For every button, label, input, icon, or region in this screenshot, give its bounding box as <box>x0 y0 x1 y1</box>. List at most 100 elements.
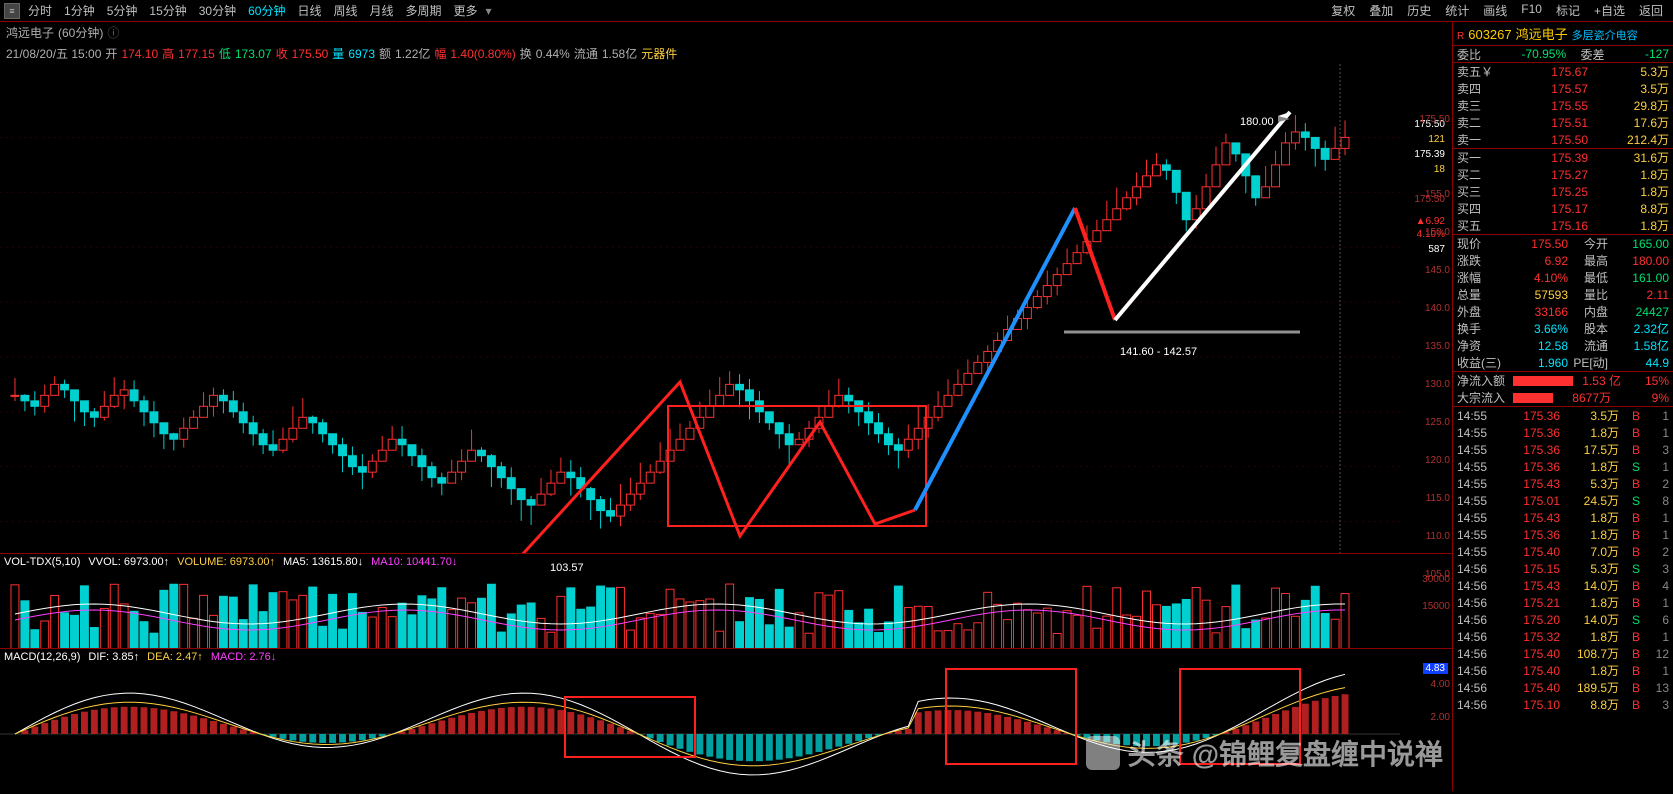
timeframe-分时[interactable]: 分时 <box>22 2 58 20</box>
order-label: 卖五￥ <box>1457 63 1507 80</box>
toolbar-统计[interactable]: 统计 <box>1439 0 1475 21</box>
toolbar-画线[interactable]: 画线 <box>1477 0 1513 21</box>
timeframe-60分钟[interactable]: 60分钟 <box>242 2 291 20</box>
order-price: 175.25 <box>1528 185 1588 199</box>
stat-val: 24427 <box>1608 305 1669 319</box>
stat-row: 外盘 33166 内盘 24427 <box>1453 303 1673 320</box>
toolbar-F10[interactable]: F10 <box>1515 0 1548 21</box>
vol-ytick: 30000 <box>1422 574 1450 589</box>
order-row: 卖二 175.51 17.6万 <box>1453 114 1673 131</box>
stat-val: 2.11 <box>1608 288 1669 302</box>
flow-bar <box>1513 376 1573 386</box>
toolbar-+自选[interactable]: +自选 <box>1588 0 1631 21</box>
tick-row: 14:55 175.36 1.8万 B 1 <box>1453 526 1673 543</box>
tick-vol: 5.3万 <box>1569 560 1619 577</box>
price-ytick: 115.0 <box>1419 493 1450 508</box>
tick-time: 14:55 <box>1457 545 1499 559</box>
close-val: 175.50 <box>292 47 329 61</box>
tick-dir: B <box>1628 579 1644 593</box>
tick-dir: S <box>1628 613 1644 627</box>
tick-price: 175.20 <box>1508 613 1560 627</box>
flow-pct: 9% <box>1611 391 1669 405</box>
dropdown-icon[interactable]: ▾ <box>486 4 492 18</box>
tick-count: 1 <box>1653 596 1669 610</box>
tick-price: 175.43 <box>1508 477 1560 491</box>
stat-label: 涨幅 <box>1457 269 1507 286</box>
tick-time: 14:56 <box>1457 681 1499 695</box>
order-price: 175.39 <box>1528 151 1588 165</box>
order-price: 175.17 <box>1528 202 1588 216</box>
timeframe-周线[interactable]: 周线 <box>327 2 363 20</box>
tick-vol: 1.8万 <box>1569 628 1619 645</box>
volume-chart[interactable]: VOL-TDX(5,10) VVOL: 6973.00↑ VOLUME: 697… <box>0 554 1452 649</box>
sector-tag: 元器件 <box>641 45 677 62</box>
weibi-val: -70.95% <box>1521 47 1566 61</box>
stock-code: 603267 <box>1468 27 1511 42</box>
toolbar-叠加[interactable]: 叠加 <box>1363 0 1399 21</box>
order-row: 卖三 175.55 29.8万 <box>1453 97 1673 114</box>
tick-dir: B <box>1628 664 1644 678</box>
toolbar-标记[interactable]: 标记 <box>1550 0 1586 21</box>
macd-ytick: 4.00 <box>1431 679 1450 694</box>
tick-dir: B <box>1628 596 1644 610</box>
stat-label: 股本 <box>1568 320 1608 337</box>
open-label: 开 <box>105 45 117 62</box>
stat-val: 44.9 <box>1608 356 1669 370</box>
annotation-range: 141.60 - 142.57 <box>1120 346 1197 358</box>
low-val: 173.07 <box>235 47 272 61</box>
code-prefix: R <box>1457 31 1464 42</box>
ohlc-line: 21/08/20/五 15:00 开174.10 高177.15 低173.07… <box>0 43 1452 64</box>
tick-vol: 108.7万 <box>1569 645 1619 662</box>
period-label: (60分钟) <box>58 24 103 41</box>
stat-row: 涨幅 4.10% 最低 161.00 <box>1453 269 1673 286</box>
order-price: 175.57 <box>1528 82 1588 96</box>
order-row: 买三 175.25 1.8万 <box>1453 183 1673 200</box>
chart-area: 鸿远电子 (60分钟) ⓘ 21/08/20/五 15:00 开174.10 高… <box>0 22 1453 791</box>
price-ytick: 140.0 <box>1419 303 1450 318</box>
price-ytick: 175.50 <box>1419 114 1450 129</box>
turn-label: 换 <box>520 45 532 62</box>
stat-label: 收益(三) <box>1457 354 1507 371</box>
timeframe-日线[interactable]: 日线 <box>291 2 327 20</box>
order-price: 175.16 <box>1528 219 1588 233</box>
timeframe-更多[interactable]: 更多 <box>448 2 484 20</box>
order-vol: 8.8万 <box>1609 200 1669 217</box>
timeframe-月线[interactable]: 月线 <box>364 2 400 20</box>
info-icon[interactable]: ⓘ <box>107 24 119 41</box>
stat-val: 1.58亿 <box>1608 337 1669 354</box>
tick-row: 14:56 175.21 1.8万 B 1 <box>1453 594 1673 611</box>
timeframe-30分钟[interactable]: 30分钟 <box>193 2 242 20</box>
tick-price: 175.40 <box>1508 681 1560 695</box>
timeframe-1分钟[interactable]: 1分钟 <box>58 2 101 20</box>
tick-dir: B <box>1628 647 1644 661</box>
toolbar-历史[interactable]: 历史 <box>1401 0 1437 21</box>
timeframe-bar: ≡ 分时1分钟5分钟15分钟30分钟60分钟日线周线月线多周期更多 ▾ 复权叠加… <box>0 0 1673 22</box>
timeframe-15分钟[interactable]: 15分钟 <box>143 2 192 20</box>
stat-val: 180.00 <box>1608 254 1669 268</box>
tick-time: 14:55 <box>1457 477 1499 491</box>
toolbar-返回[interactable]: 返回 <box>1633 0 1669 21</box>
timeframe-多周期[interactable]: 多周期 <box>400 2 448 20</box>
stat-label: 最高 <box>1568 252 1608 269</box>
stock-name: 鸿远电子 <box>1516 24 1568 43</box>
order-label: 卖二 <box>1457 114 1507 131</box>
toolbar-复权[interactable]: 复权 <box>1325 0 1361 21</box>
order-row: 买五 175.16 1.8万 <box>1453 217 1673 234</box>
menu-icon[interactable]: ≡ <box>4 3 20 19</box>
tick-time: 14:56 <box>1457 596 1499 610</box>
tick-row: 14:56 175.40 108.7万 B 12 <box>1453 645 1673 662</box>
price-ytick: 150.0 <box>1419 227 1450 242</box>
stat-val: 161.00 <box>1608 271 1669 285</box>
tick-vol: 7.0万 <box>1569 543 1619 560</box>
order-label: 买三 <box>1457 183 1507 200</box>
tick-row: 14:55 175.36 1.8万 B 1 <box>1453 424 1673 441</box>
annotation-target: 180.00 <box>1240 116 1274 128</box>
stat-label: 净资 <box>1457 337 1507 354</box>
stat-label: 内盘 <box>1568 303 1608 320</box>
tick-price: 175.15 <box>1508 562 1560 576</box>
stock-header[interactable]: R 603267 鸿远电子 多层瓷介电容 <box>1453 22 1673 46</box>
timeframe-5分钟[interactable]: 5分钟 <box>101 2 144 20</box>
weicha-val: -127 <box>1645 47 1669 61</box>
stat-label: 涨跌 <box>1457 252 1507 269</box>
price-chart[interactable]: 175.50121175.3918175.50▲6.924.10%587 180… <box>0 64 1452 554</box>
